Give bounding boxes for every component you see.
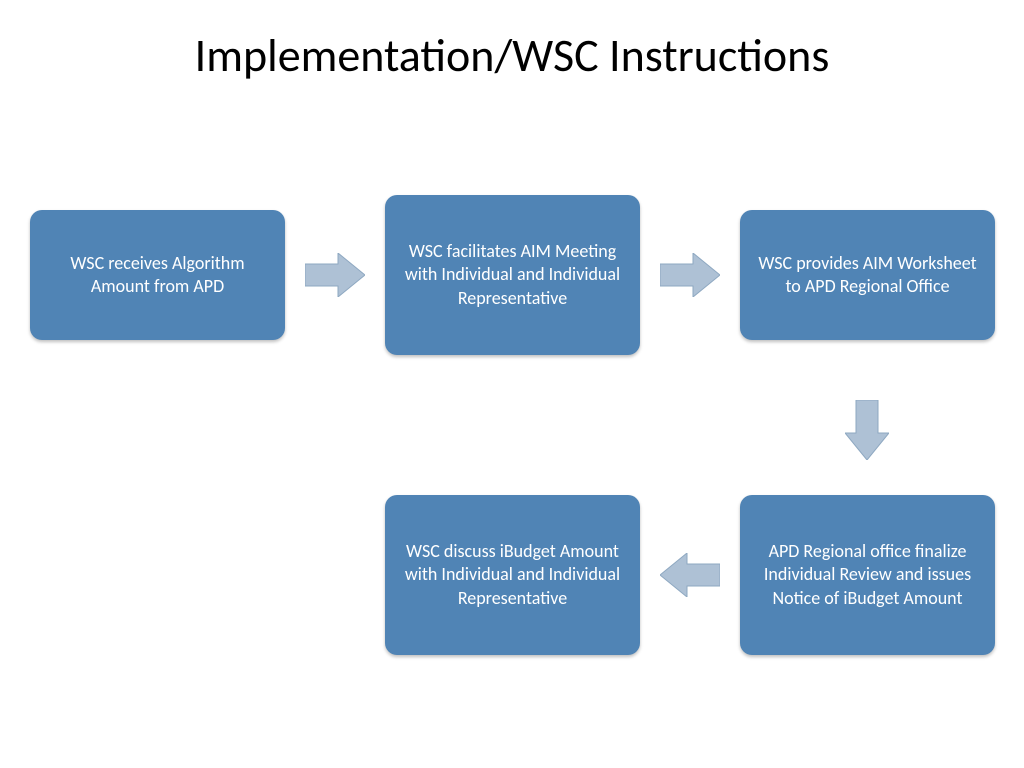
flow-node-2: WSC facilitates AIM Meeting with Individ…	[385, 195, 640, 355]
flow-node-5: WSC discuss iBudget Amount with Individu…	[385, 495, 640, 655]
flow-node-3: WSC provides AIM Worksheet to APD Region…	[740, 210, 995, 340]
flowchart-canvas: WSC receives Algorithm Amount from APD W…	[0, 0, 1024, 768]
arrow-right-2	[660, 253, 720, 297]
arrow-right-1	[305, 253, 365, 297]
arrow-down-1	[845, 400, 889, 460]
flow-node-1: WSC receives Algorithm Amount from APD	[30, 210, 285, 340]
arrow-left-1	[660, 553, 720, 597]
flow-node-4: APD Regional office finalize Individual …	[740, 495, 995, 655]
